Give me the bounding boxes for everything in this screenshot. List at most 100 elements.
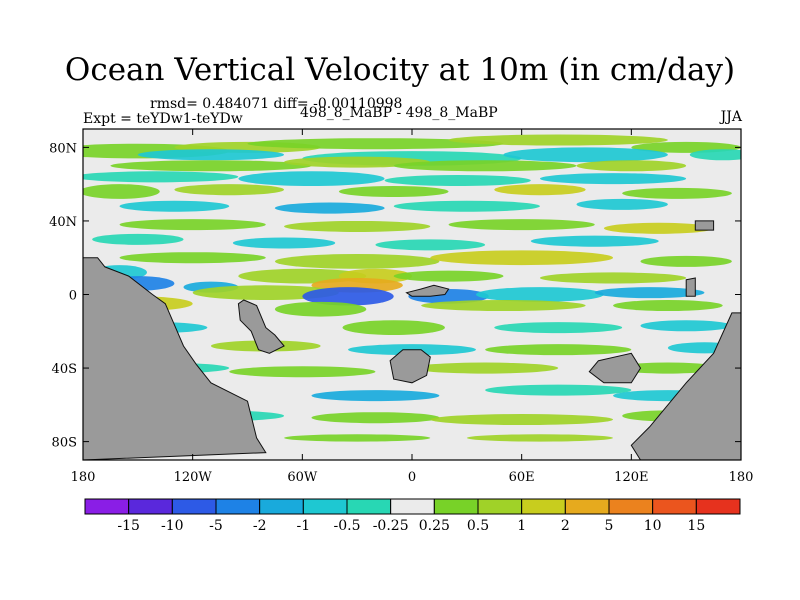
velocity-contour	[613, 362, 723, 374]
land-mass	[694, 220, 715, 231]
x-tick-label: 180	[71, 470, 96, 485]
colorbar-label: -0.25	[373, 518, 409, 534]
y-tick-label: 80S	[52, 436, 77, 451]
colorbar-label: -0.5	[334, 518, 361, 534]
x-tick-label: 60W	[287, 470, 318, 485]
velocity-contour	[284, 434, 431, 442]
velocity-contour	[430, 250, 614, 266]
velocity-contour	[229, 366, 376, 378]
velocity-contour	[247, 138, 504, 150]
land-mass	[82, 257, 267, 461]
land-mass	[685, 277, 696, 297]
velocity-contour	[640, 320, 732, 332]
velocity-contour	[119, 219, 266, 231]
x-tick-label: 60E	[509, 470, 535, 485]
colorbar-label: 0.5	[467, 518, 489, 534]
velocity-contour	[430, 414, 614, 426]
y-tick-label: 80N	[49, 141, 77, 156]
velocity-contour	[539, 173, 687, 185]
colorbar-swatch	[302, 498, 348, 515]
velocity-contour	[576, 198, 668, 210]
velocity-contour	[640, 255, 732, 267]
land-mass	[588, 352, 642, 384]
colorbar-label: 2	[561, 518, 570, 534]
colorbar-label: 1	[517, 518, 526, 534]
velocity-contour	[92, 233, 184, 245]
velocity-contour	[342, 320, 445, 335]
colorbar-swatch	[433, 498, 479, 515]
velocity-contour	[174, 184, 285, 196]
colorbar-swatch	[171, 498, 217, 515]
velocity-contour	[603, 222, 714, 234]
colorbar-label: -5	[209, 518, 223, 534]
velocity-contour	[274, 301, 367, 317]
x-tick-label: 0	[408, 470, 416, 485]
colorbar-label: 15	[687, 518, 705, 534]
colorbar-swatch	[477, 498, 523, 515]
period-label: 498_8_MaBP - 498_8_MaBP	[300, 105, 498, 121]
velocity-contour	[503, 147, 668, 163]
velocity-contour	[393, 270, 504, 282]
velocity-contour	[530, 235, 659, 247]
colorbar: -15 -10 -5 -2 -1 -0.5 -0.25 0.25 0.5 1 2 5 10 15	[84, 498, 741, 534]
velocity-contour	[539, 272, 687, 284]
velocity-contour	[485, 344, 632, 356]
velocity-contour	[393, 160, 577, 172]
colorbar-swatch	[652, 498, 697, 515]
y-tick-label: 40N	[49, 215, 77, 230]
land-mass	[237, 299, 285, 354]
velocity-contour	[83, 184, 160, 199]
velocity-contour	[274, 202, 385, 214]
velocity-contour	[466, 434, 614, 442]
velocity-contour	[485, 384, 632, 396]
colorbar-swatch	[390, 498, 435, 515]
velocity-contour	[384, 174, 531, 187]
velocity-contour	[594, 287, 705, 299]
colorbar-label: -10	[161, 518, 184, 534]
velocity-contour	[110, 160, 312, 172]
map-panel	[82, 129, 742, 461]
velocity-contour	[412, 362, 559, 374]
colorbar-swatch	[608, 498, 654, 515]
velocity-contour	[137, 149, 285, 161]
velocity-contour	[375, 239, 486, 251]
velocity-contour	[284, 156, 431, 168]
rmsd-stats: rmsd= 0.484071 diff= -0.00110998	[150, 96, 403, 112]
velocity-contour	[494, 184, 586, 196]
land-mass	[405, 284, 450, 297]
experiment-label: Expt = teYDw1-teYDw	[83, 111, 243, 127]
colorbar-swatch	[521, 498, 566, 515]
x-tick-label: 120E	[614, 470, 648, 485]
velocity-contour	[613, 300, 723, 312]
velocity-contour	[448, 219, 595, 231]
velocity-contour	[311, 412, 440, 424]
colorbar-swatch	[259, 498, 304, 515]
colorbar-label: -2	[253, 518, 267, 534]
colorbar-swatch	[695, 498, 741, 515]
colorbar-swatch	[564, 498, 610, 515]
velocity-contour	[689, 149, 741, 161]
velocity-contour	[448, 134, 668, 146]
velocity-contour	[311, 390, 440, 402]
velocity-contour	[576, 160, 687, 172]
velocity-contour	[119, 252, 266, 264]
velocity-contour	[421, 300, 586, 312]
colorbar-swatch	[215, 498, 261, 515]
velocity-contour	[119, 200, 230, 212]
velocity-contour	[284, 220, 431, 232]
x-tick-label: 120W	[174, 470, 213, 485]
colorbar-label: 5	[605, 518, 614, 534]
season-label: JJA	[720, 109, 742, 125]
velocity-contour	[494, 322, 623, 334]
velocity-contour	[475, 287, 604, 302]
velocity-contour	[232, 237, 336, 249]
colorbar-swatch	[84, 498, 130, 515]
velocity-contour	[83, 171, 239, 183]
velocity-contour	[274, 254, 440, 269]
map-axes: 180 120W 60W 0 60E 120E 180 80N 40N 0 40S 80S	[49, 128, 754, 485]
x-tick-label: 180	[729, 470, 754, 485]
velocity-contour	[622, 187, 732, 199]
velocity-contour	[338, 186, 449, 198]
colorbar-label: 10	[644, 518, 662, 534]
